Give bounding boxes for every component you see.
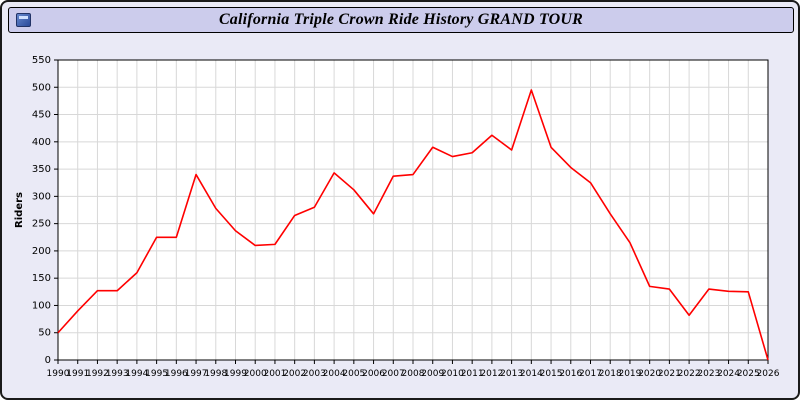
y-tick-label: 450 [32, 110, 51, 121]
chart-title: California Triple Crown Ride History GRA… [218, 11, 584, 28]
x-tick-label: 1999 [224, 369, 247, 379]
x-tick-label: 2019 [618, 369, 641, 379]
y-tick-label: 150 [32, 273, 51, 284]
x-tick-label: 2005 [342, 369, 365, 379]
x-tick-label: 2016 [559, 369, 582, 379]
x-tick-label: 2021 [658, 369, 681, 379]
y-tick-label: 250 [32, 219, 51, 230]
x-tick-label: 1998 [204, 369, 227, 379]
x-tick-label: 2012 [480, 369, 503, 379]
x-tick-label: 2001 [263, 369, 286, 379]
x-tick-label: 2004 [323, 369, 346, 379]
x-tick-label: 2006 [362, 369, 385, 379]
x-tick-label: 1990 [47, 369, 70, 379]
x-tick-label: 2002 [283, 369, 306, 379]
x-tick-label: 2015 [540, 369, 563, 379]
x-tick-label: 1991 [66, 369, 89, 379]
x-tick-label: 1995 [145, 369, 168, 379]
x-tick-label: 2014 [520, 369, 543, 379]
x-tick-label: 2026 [757, 369, 780, 379]
riders-line-chart: 0501001502002503003504004505005501990199… [14, 55, 780, 379]
x-tick-label: 2025 [737, 369, 760, 379]
x-tick-label: 2007 [382, 369, 405, 379]
x-tick-label: 1993 [106, 369, 129, 379]
x-tick-label: 2008 [402, 369, 425, 379]
x-tick-label: 2018 [599, 369, 622, 379]
y-axis-title: Riders [14, 192, 25, 228]
x-tick-label: 1992 [86, 369, 109, 379]
x-tick-label: 2011 [461, 369, 484, 379]
y-tick-label: 50 [38, 328, 51, 339]
y-tick-label: 350 [32, 164, 51, 175]
y-axis: 0 50 100 150 200 250 300 350 400 450 500 550 [32, 55, 58, 366]
x-tick-label: 2009 [421, 369, 444, 379]
x-tick-label: 1997 [185, 369, 208, 379]
y-tick-label: 550 [32, 55, 51, 66]
y-tick-label: 400 [32, 137, 51, 148]
y-tick-label: 0 [45, 355, 51, 366]
y-tick-label: 200 [32, 246, 51, 257]
x-tick-label: 1996 [165, 369, 188, 379]
x-tick-label: 2022 [678, 369, 701, 379]
chart-area: 0 50 100 150 200 250 300 350 400 450 500 550 1990 199… [10, 46, 794, 396]
y-tick-label: 100 [32, 300, 51, 311]
x-tick-label: 2003 [303, 369, 326, 379]
x-tick-label: 2017 [579, 369, 602, 379]
title-bar: California Triple Crown Ride History GRA… [8, 7, 794, 33]
series-line-riders [57, 89, 769, 361]
app-window-icon [16, 13, 31, 27]
x-axis: 1990199119921993199419951996199719981999… [47, 360, 780, 379]
x-tick-label: 2020 [638, 369, 661, 379]
x-tick-label: 2000 [244, 369, 267, 379]
x-tick-label: 2010 [441, 369, 464, 379]
x-tick-label: 2013 [500, 369, 523, 379]
x-tick-label: 1994 [125, 369, 148, 379]
x-tick-label: 2023 [697, 369, 720, 379]
y-tick-label: 300 [32, 191, 51, 202]
y-tick-label: 500 [32, 82, 51, 93]
x-tick-label: 2024 [717, 369, 740, 379]
